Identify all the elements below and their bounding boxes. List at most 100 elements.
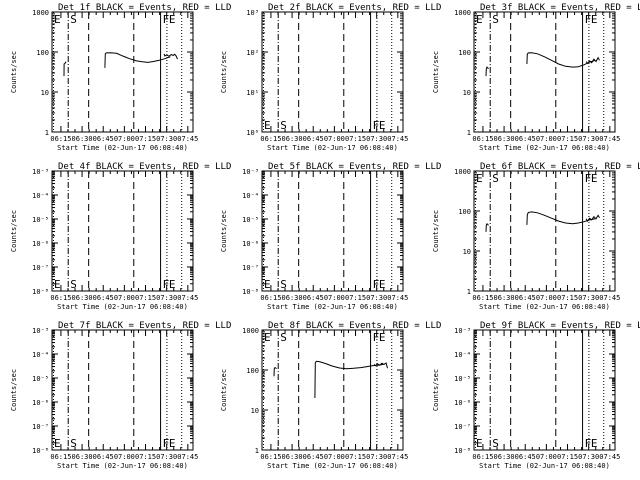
y-tick-label: 10⁻⁸ [242,288,259,296]
marker-label-f: F [373,331,380,344]
marker-label-s: S [70,437,77,450]
y-axis-label: Counts/sec [10,210,18,252]
x-tick-label: 07:30 [366,135,387,143]
x-tick-label: 06:30 [282,294,303,302]
y-tick-label: 10 [463,89,471,97]
plot-frame [473,329,616,451]
x-axis-label: Start Time (02-Jun-17 06:08:40) [57,144,188,152]
panel-title: Det 9f BLACK = Events, RED = LLD [480,321,640,331]
y-tick-label: 10⁻⁷ [242,264,259,272]
x-tick-label: 07:45 [387,294,408,302]
x-tick-label: 06:45 [515,135,536,143]
x-tick-label: 06:15 [50,135,71,143]
series-line-1 [485,222,489,232]
marker-label-e: E [264,119,271,132]
panel-title: Det 7f BLACK = Events, RED = LLD [58,321,231,331]
panel-title: Det 8f BLACK = Events, RED = LLD [268,321,441,331]
detector-panel-2: Det 2f BLACK = Events, RED = LLD 10⁰ 10¹ 10… [220,3,441,152]
marker-label-s: S [280,278,287,291]
x-tick-label: 06:30 [72,294,93,302]
x-tick-label: 06:15 [472,294,493,302]
x-tick-label: 07:30 [578,135,599,143]
y-axis-label: Counts/sec [432,369,440,411]
marker-label-e: E [476,13,483,26]
marker-label-f: F [585,172,592,185]
series-line-1 [485,66,489,77]
x-tick-label: 07:00 [536,294,557,302]
x-axis-label: Start Time (02-Jun-17 06:08:40) [267,303,398,311]
x-axis-label: Start Time (02-Jun-17 06:08:40) [479,303,610,311]
x-tick-label: 07:45 [387,135,408,143]
y-tick-label: 10⁻⁸ [32,447,49,455]
x-tick-label: 06:15 [260,294,281,302]
x-tick-label: 07:00 [114,135,135,143]
y-tick-label: 10⁻³ [242,168,259,176]
y-tick-label: 10⁻⁶ [242,240,259,248]
x-tick-label: 07:30 [578,453,599,461]
marker-label-e: E [54,13,61,26]
marker-label-s: S [492,437,499,450]
y-axis-label: Counts/sec [220,369,228,411]
marker-label-e: E [264,331,271,344]
x-tick-label: 07:15 [557,294,578,302]
y-tick-label: 10⁻⁴ [454,351,471,359]
y-tick-label: 1 [467,129,471,137]
marker-label-f: F [373,278,380,291]
x-tick-label: 07:45 [177,294,198,302]
plot-frame [51,329,194,451]
x-axis-label: Start Time (02-Jun-17 06:08:40) [479,144,610,152]
y-tick-label: 10² [246,49,259,57]
marker-label-f: F [163,437,170,450]
marker-label-s: S [70,13,77,26]
y-axis-label: Counts/sec [10,51,18,93]
x-tick-label: 06:30 [494,294,515,302]
x-tick-label: 06:45 [93,135,114,143]
y-tick-label: 10⁻⁶ [32,240,49,248]
y-tick-label: 10⁻⁷ [454,423,471,431]
panel-title: Det 3f BLACK = Events, RED = LLD [480,3,640,13]
x-tick-label: 06:30 [72,453,93,461]
y-tick-label: 1 [255,447,259,455]
detector-panel-4: Det 4f BLACK = Events, RED = LLD 10⁻⁸ 10⁻⁷… [10,162,231,311]
x-tick-label: 07:00 [114,294,135,302]
x-tick-label: 07:30 [578,294,599,302]
x-axis-label: Start Time (02-Jun-17 06:08:40) [57,303,188,311]
x-tick-label: 06:45 [515,453,536,461]
y-tick-label: 10 [463,248,471,256]
marker-label-e: E [591,437,598,450]
x-tick-label: 07:45 [599,294,620,302]
x-tick-label: 07:45 [177,453,198,461]
panel-title: Det 6f BLACK = Events, RED = LLD [480,162,640,172]
detector-panel-3: Det 3f BLACK = Events, RED = LLD 1 10 100 10… [432,3,640,152]
y-tick-label: 100 [246,367,259,375]
marker-label-e: E [169,13,176,26]
x-tick-label: 06:45 [303,135,324,143]
x-tick-label: 07:45 [599,453,620,461]
plot-frame [51,170,194,292]
panel-title: Det 4f BLACK = Events, RED = LLD [58,162,231,172]
y-tick-label: 10⁻⁷ [32,423,49,431]
x-tick-label: 07:45 [387,453,408,461]
x-tick-label: 06:15 [50,453,71,461]
y-axis-label: Counts/sec [432,51,440,93]
x-tick-label: 07:45 [177,135,198,143]
marker-label-e: E [54,278,61,291]
marker-label-s: S [492,172,499,185]
x-tick-label: 06:45 [515,294,536,302]
marker-label-e: E [379,278,386,291]
marker-label-e: E [169,278,176,291]
x-tick-label: 07:30 [156,294,177,302]
detector-panel-9: Det 9f BLACK = Events, RED = LLD 10⁻⁸ 10⁻⁷… [432,321,640,470]
y-tick-label: 10⁻⁸ [454,447,471,455]
series-line-2 [314,360,384,399]
marker-label-e: E [379,331,386,344]
y-axis-label: Counts/sec [10,369,18,411]
x-tick-label: 07:30 [366,453,387,461]
y-tick-label: 100 [458,208,471,216]
marker-label-e: E [591,13,598,26]
y-tick-label: 10⁻⁴ [32,351,49,359]
detector-panel-5: Det 5f BLACK = Events, RED = LLD 10⁻⁸ 10⁻⁷… [220,162,441,311]
series-line-3 [585,56,600,65]
series-line-3 [373,362,388,369]
y-tick-label: 10⁻⁵ [454,375,471,383]
